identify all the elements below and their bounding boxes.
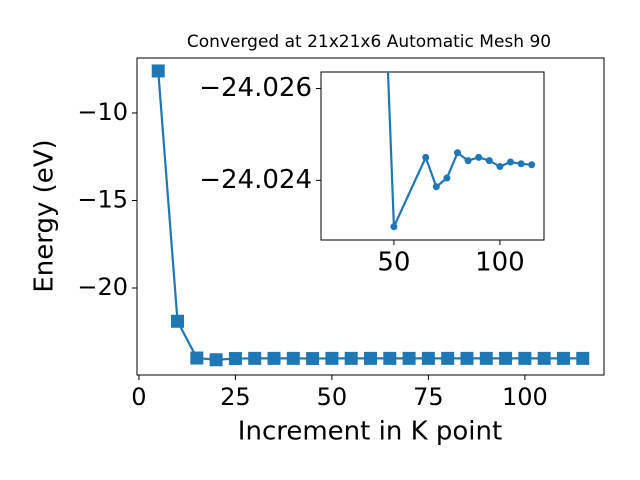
x-tick-label: 50 [377,248,410,278]
y-axis-label: Energy (eV) [30,139,60,292]
marker [479,351,493,365]
marker [537,351,551,365]
marker [286,351,300,365]
marker [496,163,504,171]
marker [475,153,483,161]
x-tick-label: 100 [502,383,548,411]
marker [306,352,320,366]
marker [460,351,474,365]
marker [443,174,451,182]
chart-title: Converged at 21x21x6 Automatic Mesh 90 [187,32,551,52]
marker [190,351,204,365]
y-tick-label: −24.026 [199,73,312,103]
x-tick-label: 50 [317,383,348,411]
x-tick-label: 75 [413,383,444,411]
marker [228,352,242,366]
marker [209,353,223,367]
marker [464,157,472,165]
marker [390,223,398,231]
x-tick-label: 100 [475,248,525,278]
marker [576,351,590,365]
marker [422,153,430,161]
marker [325,351,339,365]
y-tick-label: −10 [77,98,128,126]
plot-area [320,71,545,241]
series [386,72,536,231]
x-tick-label: 0 [131,383,146,411]
marker [171,314,185,328]
marker [517,160,525,168]
series [151,64,590,367]
y-tick-label: −20 [77,273,128,301]
marker [402,351,416,365]
marker [421,351,435,365]
marker [364,351,377,365]
marker [507,158,515,166]
marker [556,351,570,365]
x-tick-label: 25 [220,383,251,411]
x-axis-label: Increment in K point [238,417,502,447]
marker [267,351,281,365]
marker [151,64,165,78]
marker [441,351,455,365]
y-tick-label: −24.024 [199,165,312,195]
marker [344,351,358,365]
marker [383,351,397,365]
marker [499,351,513,365]
marker [432,183,440,191]
marker [528,161,536,169]
marker [248,351,262,365]
marker [485,157,493,165]
marker [454,149,462,157]
marker [518,351,532,365]
y-tick-label: −15 [77,185,128,213]
